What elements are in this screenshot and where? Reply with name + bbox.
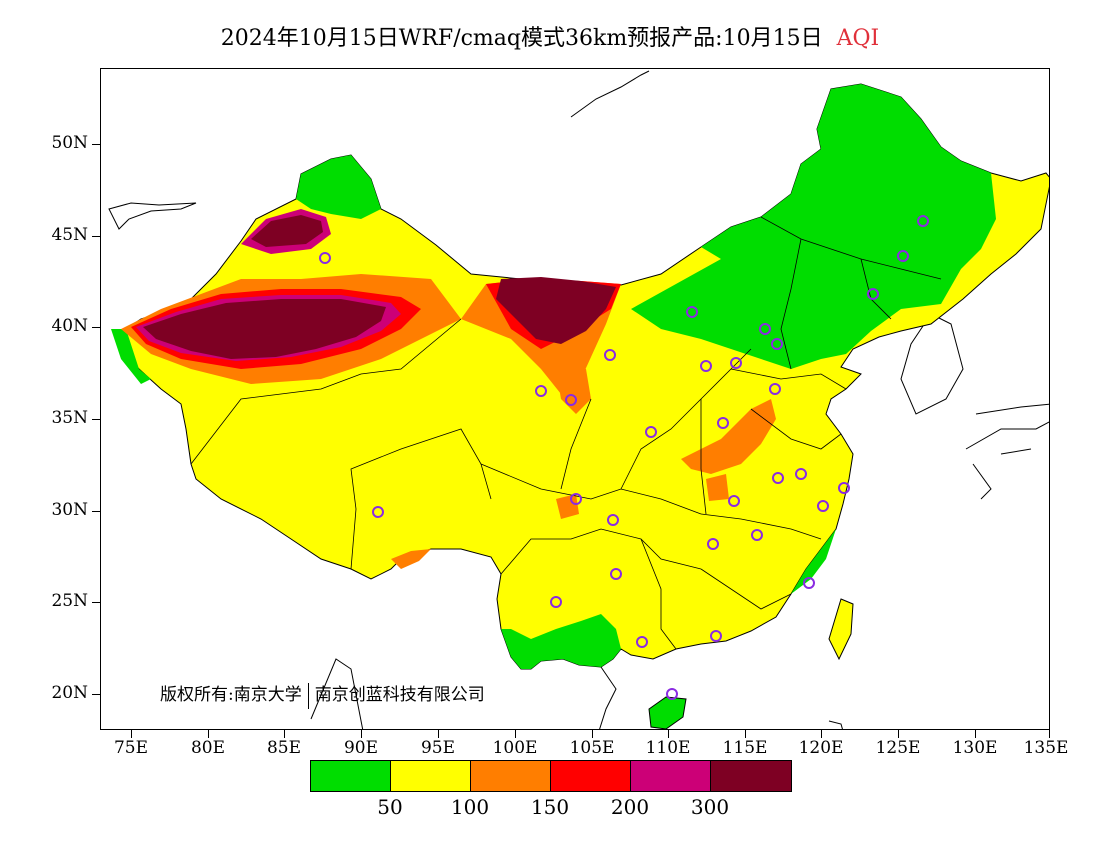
aqi-map (108, 70, 1049, 729)
legend-label: 300 (690, 795, 730, 819)
copyright-left: 版权所有:南京大学 (160, 685, 302, 705)
map-panel (100, 68, 1050, 730)
y-tick-label: 45N (51, 225, 88, 245)
vietnam-outline (310, 658, 617, 729)
legend-label: 100 (450, 795, 490, 819)
shaanxi-light-region (556, 369, 591, 414)
x-tick-label: 125E (875, 738, 921, 758)
lake-outline (108, 202, 197, 230)
legend-swatch-severe (711, 761, 791, 791)
hainan-good-region (648, 696, 687, 729)
korea-japan-outline (900, 313, 1049, 500)
legend-swatch-medium (551, 761, 631, 791)
y-tick-label: 35N (51, 408, 88, 428)
y-tick (92, 602, 100, 603)
legend-swatch-light (471, 761, 551, 791)
central-china-light-region (681, 399, 776, 474)
northwest-good-region (296, 155, 381, 219)
x-tick-label: 105E (569, 738, 615, 758)
x-tick-label: 90E (343, 738, 379, 758)
map-title: 2024年10月15日WRF/cmaq模式36km预报产品:10月15日 AQI (0, 20, 1100, 52)
color-legend (310, 760, 792, 792)
title-text: 2024年10月15日WRF/cmaq模式36km预报产品:10月15日 (220, 26, 823, 51)
fujian-good-region (791, 529, 836, 594)
legend-label: 150 (530, 795, 570, 819)
x-tick-label: 135E (1023, 738, 1069, 758)
y-tick-label: 20N (51, 683, 88, 703)
x-tick (208, 730, 209, 738)
x-tick (284, 730, 285, 738)
legend-label: 200 (610, 795, 650, 819)
x-tick (592, 730, 593, 738)
title-variable: AQI (836, 26, 880, 51)
x-tick (515, 730, 516, 738)
y-tick (92, 419, 100, 420)
y-tick (92, 694, 100, 695)
x-tick (898, 730, 899, 738)
taklimakan-severe-region (143, 299, 386, 359)
xinjiang-edge-good (111, 329, 151, 384)
x-tick (975, 730, 976, 738)
x-tick-label: 115E (722, 738, 768, 758)
x-tick-label: 130E (952, 738, 998, 758)
legend-label: 50 (377, 795, 403, 819)
x-tick (438, 730, 439, 738)
y-tick-label: 40N (51, 316, 88, 336)
sichuan-light-spot (556, 494, 579, 519)
y-tick-label: 25N (51, 591, 88, 611)
alxa-severe-region (496, 277, 616, 344)
legend-swatch-heavy (631, 761, 711, 791)
philippines-outline (828, 720, 843, 729)
x-tick (361, 730, 362, 738)
taiwan-region (828, 598, 854, 661)
y-tick (92, 236, 100, 237)
southwest-good-region (501, 614, 621, 669)
northeast-good-region (631, 84, 996, 369)
hubei-light-spot (706, 474, 729, 501)
x-tick-label: 75E (113, 738, 149, 758)
x-tick (668, 730, 669, 738)
y-tick (92, 144, 100, 145)
x-tick-label: 120E (798, 738, 844, 758)
copyright-right: 南京创蓝科技有限公司 (314, 685, 485, 705)
tibet-edge-light (391, 549, 431, 569)
city-station-markers (319, 215, 929, 700)
y-tick-label: 30N (51, 500, 88, 520)
copyright-notice: 版权所有:南京大学 南京创蓝科技有限公司 (160, 680, 485, 709)
x-tick (131, 730, 132, 738)
legend-swatch-moderate (391, 761, 471, 791)
x-tick (821, 730, 822, 738)
legend-swatch-good (311, 761, 391, 791)
x-tick (745, 730, 746, 738)
x-tick-label: 95E (420, 738, 456, 758)
copyright-separator (307, 682, 309, 709)
x-tick-label: 100E (492, 738, 538, 758)
russia-coast-outline (570, 70, 650, 118)
y-tick (92, 511, 100, 512)
y-tick (92, 327, 100, 328)
y-tick-label: 50N (51, 133, 88, 153)
x-tick-label: 110E (645, 738, 691, 758)
x-tick-label: 85E (266, 738, 302, 758)
junggar-severe-region (251, 215, 323, 247)
x-tick (1049, 730, 1050, 738)
x-tick-label: 80E (190, 738, 226, 758)
